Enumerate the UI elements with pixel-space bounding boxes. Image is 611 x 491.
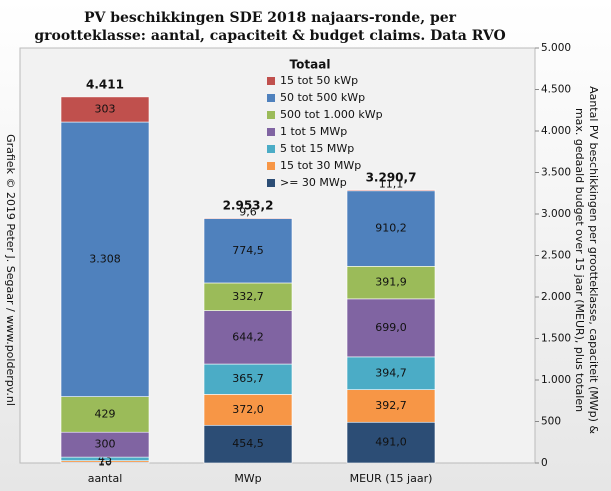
- y-tick-label: 5.000: [541, 42, 571, 54]
- data-label: 644,2: [232, 330, 264, 343]
- bar-segment: [203, 363, 293, 395]
- legend-swatch: [267, 162, 275, 170]
- bar-segment: [203, 217, 293, 219]
- y-tick-label: 4.500: [541, 84, 571, 96]
- y-axis-label: Aantal PV beschikkingen per grootteklass…: [587, 86, 600, 434]
- bar-segment: [203, 394, 293, 426]
- data-label: 303: [95, 102, 116, 115]
- legend-swatch: [267, 179, 275, 187]
- legend-label: 5 tot 15 MWp: [280, 142, 354, 155]
- bar-segment: [346, 190, 436, 267]
- legend-swatch: [267, 77, 275, 85]
- chart-title: grootteklasse: aantal, capaciteit & budg…: [34, 28, 505, 44]
- legend-label: 50 tot 500 kWp: [280, 91, 365, 104]
- data-label: 365,7: [232, 372, 264, 385]
- legend-label: 1 tot 5 MWp: [280, 125, 347, 138]
- legend-label: >= 30 MWp: [280, 176, 347, 189]
- data-label: 300: [95, 438, 116, 451]
- total-label: 3.290,7: [366, 170, 417, 184]
- legend-swatch: [267, 145, 275, 153]
- bar-segment: [60, 121, 150, 397]
- y-tick-label: 1.500: [541, 333, 571, 345]
- data-label: 11,1: [379, 177, 404, 190]
- bar-segment: [203, 282, 293, 311]
- y-tick-label: 1.000: [541, 374, 571, 386]
- data-label: 372,0: [232, 403, 264, 416]
- data-label: 394,7: [375, 366, 407, 379]
- data-label: 699,0: [375, 321, 407, 334]
- data-label: 774,5: [232, 244, 264, 257]
- bar-segment: [203, 424, 293, 464]
- total-label: 2.953,2: [223, 198, 274, 212]
- y-tick-label: 2.000: [541, 291, 571, 303]
- legend-swatch: [267, 128, 275, 136]
- legend-label: 15 tot 30 MWp: [280, 159, 361, 172]
- data-label: 391,9: [375, 276, 407, 289]
- data-label: 392,7: [375, 399, 407, 412]
- y-tick-label: 3.000: [541, 208, 571, 220]
- bar-segment: [346, 389, 436, 423]
- bar-segment: [346, 298, 436, 358]
- x-tick-label: MWp: [234, 472, 261, 485]
- bar-segment: [346, 189, 436, 192]
- data-label: 910,2: [375, 222, 407, 235]
- bar-segment: [346, 421, 436, 464]
- legend-swatch: [267, 111, 275, 119]
- bar-segment: [203, 310, 293, 365]
- legend-label: 15 tot 50 kWp: [280, 74, 358, 87]
- data-label: 454,5: [232, 437, 264, 450]
- y-tick-label: 2.500: [541, 250, 571, 262]
- bar-segment: [346, 266, 436, 300]
- bar-segment: [60, 431, 150, 458]
- y-tick-label: 3.500: [541, 167, 571, 179]
- bar-segment: [60, 96, 150, 123]
- legend-swatch: [267, 94, 275, 102]
- chart-title: PV beschikkingen SDE 2018 najaars-ronde,…: [84, 10, 457, 26]
- bar-segment: [203, 218, 293, 284]
- x-tick-label: aantal: [88, 472, 123, 485]
- legend-title: Totaal: [290, 58, 331, 72]
- legend-label: 500 tot 1.000 kWp: [280, 108, 383, 121]
- x-tick-label: MEUR (15 jaar): [350, 472, 433, 485]
- data-label: 429: [95, 407, 116, 420]
- credit: Grafiek © 2019 Peter J. Segaar / www.pol…: [4, 134, 17, 406]
- data-label: 491,0: [375, 436, 407, 449]
- y-tick-label: 4.000: [541, 125, 571, 137]
- y-tick-label: 0: [541, 457, 548, 469]
- total-label: 4.411: [86, 77, 124, 91]
- data-label: 332,7: [232, 290, 264, 303]
- data-label: 9,6: [239, 205, 257, 218]
- y-tick-label: 500: [541, 416, 561, 428]
- y-axis-label: max. gedaald budget over 15 jaar (MEUR),…: [573, 108, 586, 412]
- data-label: 3.308: [89, 252, 121, 265]
